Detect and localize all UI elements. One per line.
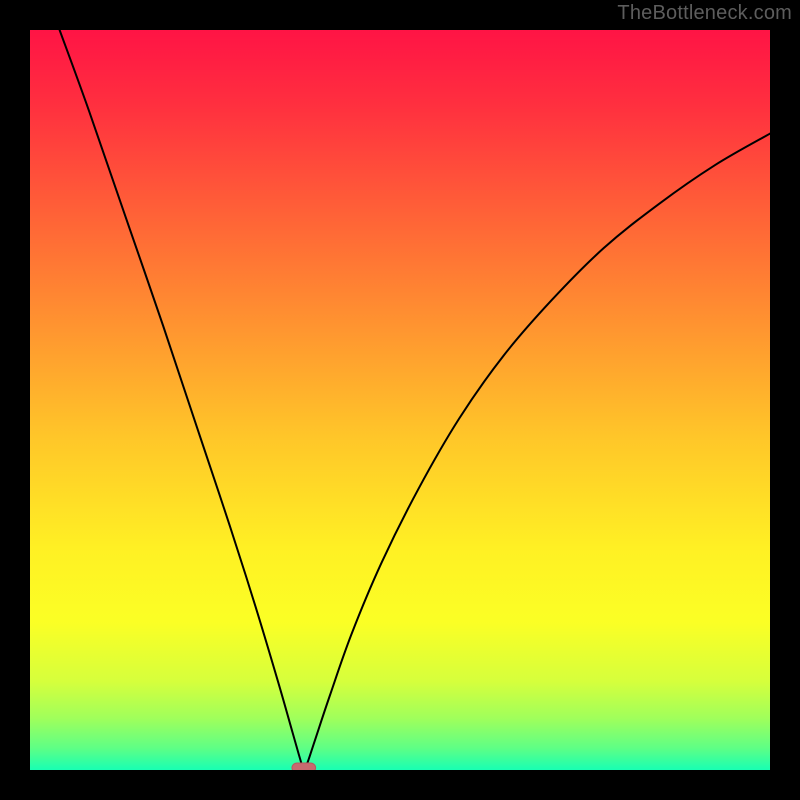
min-marker <box>292 763 316 770</box>
watermark-text: TheBottleneck.com <box>617 2 792 25</box>
chart-container: TheBottleneck.com <box>0 0 800 800</box>
plot-frame <box>30 30 770 770</box>
chart-background <box>30 30 770 770</box>
chart-svg <box>30 30 770 770</box>
